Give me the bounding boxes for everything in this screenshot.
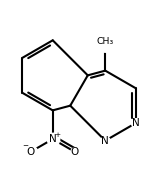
Text: O: O [70,147,79,157]
Text: N: N [101,136,109,146]
Text: N: N [49,134,57,144]
Text: O: O [27,147,35,157]
Text: N: N [132,118,140,128]
Text: +: + [54,132,60,137]
Text: −: − [22,143,28,149]
Text: CH₃: CH₃ [97,37,114,46]
